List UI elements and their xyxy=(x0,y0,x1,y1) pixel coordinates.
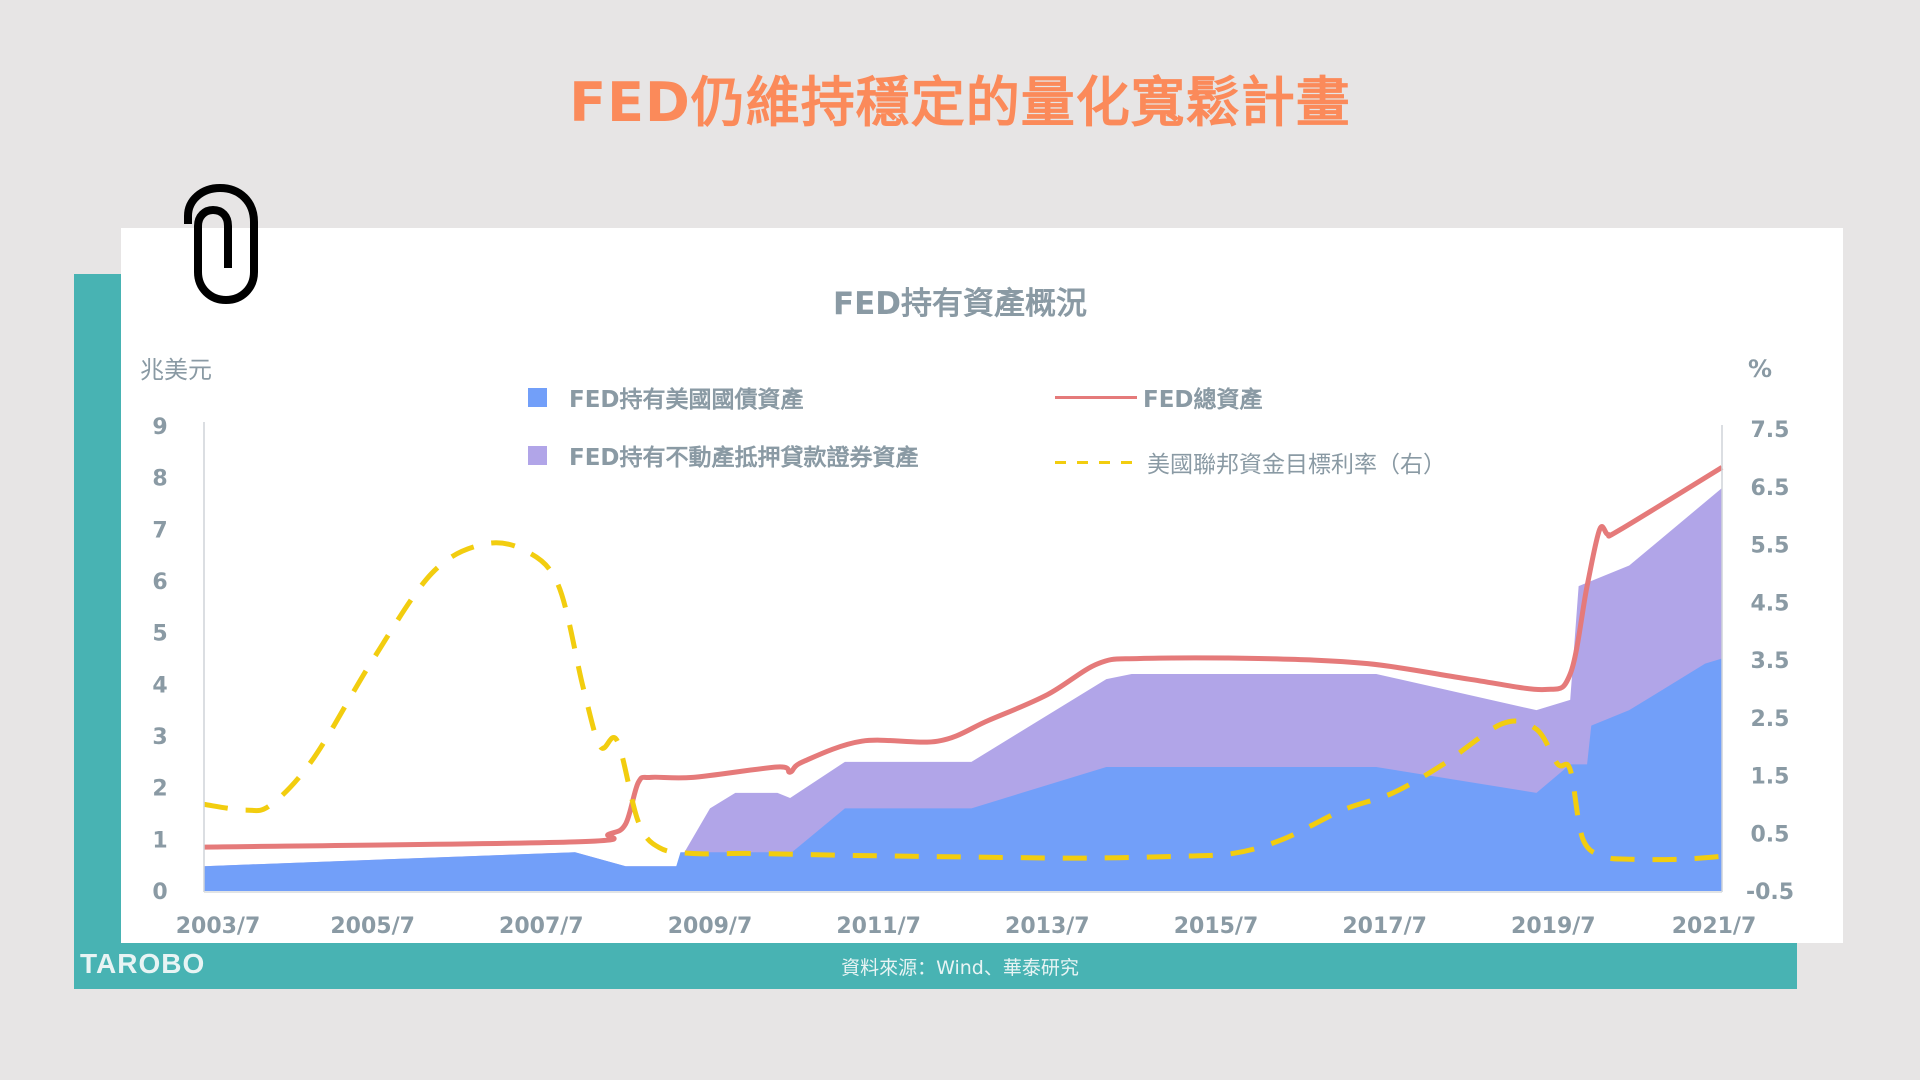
y2-tick-label: 1.5 xyxy=(1751,765,1790,790)
treasury-area xyxy=(204,658,1722,891)
y-tick-label: 7 xyxy=(152,518,167,543)
y2-tick-label: 2.5 xyxy=(1751,707,1790,732)
y-tick-label: 6 xyxy=(152,570,167,595)
y-tick-label: 5 xyxy=(152,622,167,647)
legend-label: 美國聯邦資金目標利率（右） xyxy=(1147,452,1446,478)
y2-tick-label: 5.5 xyxy=(1751,534,1790,559)
y-tick-label: 9 xyxy=(152,415,167,440)
legend-treasury: FED持有美國國債資產 xyxy=(528,380,804,414)
legend-mbs: FED持有不動產抵押貸款證券資產 xyxy=(528,438,919,472)
y2-tick-label: 7.5 xyxy=(1751,418,1790,443)
x-tick-label: 2009/7 xyxy=(668,914,753,939)
legend-label: FED持有美國國債資產 xyxy=(569,387,804,413)
x-tick-label: 2013/7 xyxy=(1005,914,1090,939)
fed-rate-line xyxy=(203,540,1723,863)
x-tick-label: 2017/7 xyxy=(1342,914,1427,939)
legend-rate: 美國聯邦資金目標利率（右） xyxy=(1055,445,1446,479)
legend-dash-rate xyxy=(1055,460,1137,464)
x-tick-label: 2015/7 xyxy=(1174,914,1259,939)
y-tick-label: 2 xyxy=(152,777,167,802)
y2-tick-label: 6.5 xyxy=(1751,476,1790,501)
legend-line-total xyxy=(1055,395,1137,399)
left-axis-unit: 兆美元 xyxy=(140,356,212,384)
paperclip-icon xyxy=(184,183,258,305)
legend-total: FED總資產 xyxy=(1055,380,1263,414)
legend-swatch-mbs xyxy=(528,445,547,465)
page-title: FED仍維持穩定的量化寬鬆計畫 xyxy=(569,71,1351,134)
y-tick-label: 4 xyxy=(152,673,167,698)
source-note: 資料來源：Wind、華泰研究 xyxy=(841,957,1079,979)
x-tick-label: 2021/7 xyxy=(1672,914,1757,939)
x-tick-label: 2019/7 xyxy=(1511,914,1596,939)
y-tick-label: 3 xyxy=(152,725,167,750)
legend-label: FED總資產 xyxy=(1143,387,1263,413)
legend-label: FED持有不動產抵押貸款證券資產 xyxy=(569,445,919,471)
x-tick-label: 2007/7 xyxy=(499,914,584,939)
y-tick-label: 1 xyxy=(152,828,167,853)
y2-tick-label: -0.5 xyxy=(1746,880,1794,905)
x-tick-label: 2003/7 xyxy=(176,914,261,939)
tarobo-logo: TAROBO xyxy=(80,948,206,979)
y-tick-label: 0 xyxy=(152,880,167,905)
y-tick-label: 8 xyxy=(152,467,167,492)
legend-swatch-treasury xyxy=(528,387,547,407)
chart-title: FED持有資產概況 xyxy=(832,286,1088,322)
y2-tick-label: 4.5 xyxy=(1751,591,1790,616)
total-assets-line xyxy=(203,465,1724,850)
right-axis-unit: % xyxy=(1748,355,1773,383)
x-tick-label: 2005/7 xyxy=(330,914,415,939)
y2-tick-label: 0.5 xyxy=(1751,822,1790,847)
x-tick-label: 2011/7 xyxy=(836,914,921,939)
y2-tick-label: 3.5 xyxy=(1751,649,1790,674)
